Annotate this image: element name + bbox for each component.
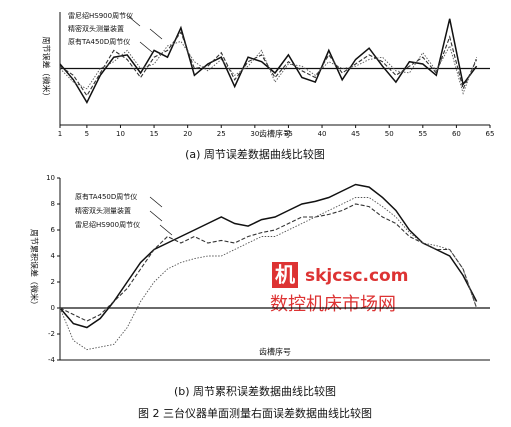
series-line bbox=[59, 183, 478, 329]
y-tick-label: 2 bbox=[51, 278, 55, 286]
series-line bbox=[59, 31, 478, 97]
y-tick-label: -4 bbox=[48, 356, 56, 364]
y-tick-label: 6 bbox=[51, 226, 56, 234]
legend-label: 雷尼绍HS900周节仪 bbox=[68, 11, 133, 20]
y-tick-label: -2 bbox=[48, 330, 55, 338]
legend-label: 精密双头测量装置 bbox=[68, 24, 124, 33]
legend-leader bbox=[149, 210, 163, 222]
legend-leader bbox=[159, 224, 173, 236]
x-tick-label: 1 bbox=[58, 130, 62, 138]
y-tick-label: 0 bbox=[51, 304, 55, 312]
x-tick-label: 25 bbox=[217, 130, 226, 138]
x-tick-label: 50 bbox=[385, 130, 394, 138]
y-axis-label: 周节累积误差（微米） bbox=[30, 229, 40, 309]
y-tick-label: 8 bbox=[51, 200, 55, 208]
legend-label: 原有TA450D周节仪 bbox=[75, 192, 137, 201]
series-line bbox=[59, 197, 478, 351]
figure-caption: 图 2 三台仪器单面测量右面误差数据曲线比较图 bbox=[138, 406, 372, 420]
legend-leader bbox=[127, 15, 141, 27]
legend-label: 雷尼绍HS900周节仪 bbox=[75, 220, 140, 229]
x-tick-label: 65 bbox=[486, 130, 495, 138]
legend-leader bbox=[149, 196, 163, 208]
legend-leader bbox=[139, 41, 153, 53]
watermark-site: skjcsc.com bbox=[305, 266, 408, 286]
watermark-name: 数控机床市场网 bbox=[270, 294, 396, 315]
x-tick-label: 35 bbox=[284, 130, 293, 138]
y-tick-label: 4 bbox=[51, 252, 56, 260]
caption: (a) 周节误差数据曲线比较图 bbox=[185, 147, 325, 161]
x-tick-label: 45 bbox=[351, 130, 360, 138]
x-tick-label: 55 bbox=[418, 130, 427, 138]
x-tick-label: 40 bbox=[318, 130, 327, 138]
series-line bbox=[59, 203, 478, 322]
x-tick-label: 10 bbox=[116, 130, 125, 138]
y-axis-label: 周节误差（微米） bbox=[42, 37, 52, 101]
x-axis-label: 齿槽序号 bbox=[259, 347, 291, 357]
series-line bbox=[59, 40, 478, 95]
legend-leader bbox=[149, 28, 163, 40]
caption: (b) 周节累积误差数据曲线比较图 bbox=[174, 384, 336, 398]
x-axis-label: 齿槽序号 bbox=[259, 129, 291, 139]
series-line bbox=[59, 18, 478, 104]
watermark-logo: 机 bbox=[275, 263, 295, 287]
x-tick-label: 60 bbox=[452, 130, 461, 138]
watermark-logo-box bbox=[272, 262, 298, 288]
y-tick-label: 10 bbox=[46, 174, 55, 182]
x-tick-label: 30 bbox=[250, 130, 259, 138]
legend-label: 精密双头测量装置 bbox=[75, 206, 131, 215]
x-tick-label: 5 bbox=[85, 130, 89, 138]
x-tick-label: 20 bbox=[183, 130, 192, 138]
legend-label: 原有TA450D周节仪 bbox=[68, 37, 130, 46]
x-tick-label: 15 bbox=[150, 130, 159, 138]
